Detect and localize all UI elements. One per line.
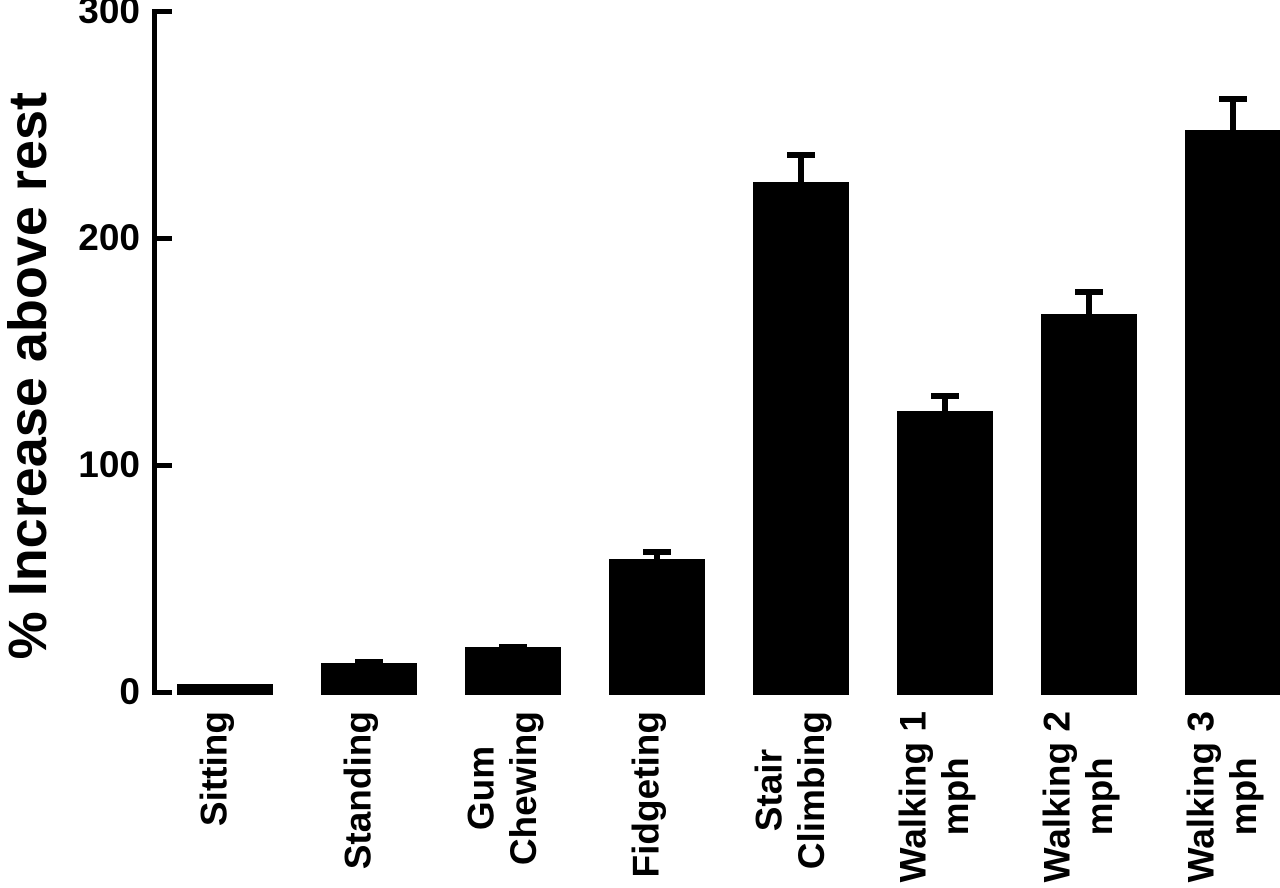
error-bar-cap: [787, 152, 815, 158]
bar: [321, 663, 417, 695]
bar: [465, 647, 561, 695]
error-bar-stem: [1086, 289, 1092, 316]
y-tick-mark: [152, 9, 172, 14]
bar: [177, 684, 273, 695]
x-category-label: Standing: [337, 711, 379, 870]
error-bar-cap: [1075, 289, 1103, 295]
error-bar-stem: [1230, 96, 1236, 132]
x-category-label: Walking 2 mph: [1036, 711, 1120, 883]
error-bar-cap: [355, 659, 383, 665]
x-category-label: Sitting: [193, 711, 235, 827]
y-tick-label: 200: [78, 217, 140, 258]
x-category-label: Walking 1 mph: [892, 711, 976, 883]
bar: [897, 411, 993, 695]
x-category-label: Fidgeting: [625, 711, 667, 878]
y-tick-label: 0: [119, 671, 140, 712]
y-axis-line: [152, 11, 157, 693]
y-tick-mark: [152, 690, 172, 695]
y-tick-label: 300: [78, 0, 140, 31]
x-category-label: Walking 3 mph: [1180, 711, 1264, 883]
y-tick-label: 100: [78, 444, 140, 485]
error-bar-stem: [798, 152, 804, 184]
x-category-label: Gum Chewing: [460, 711, 544, 866]
bar: [609, 559, 705, 695]
error-bar-cap: [499, 644, 527, 650]
error-bar-cap: [931, 393, 959, 399]
error-bar-cap: [643, 549, 671, 555]
bar: [1041, 314, 1137, 695]
error-bar-stem: [654, 549, 660, 561]
bar: [753, 182, 849, 695]
y-tick-mark: [152, 463, 172, 468]
x-category-label: Stair Climbing: [748, 711, 832, 870]
error-bar-cap: [1219, 96, 1247, 102]
bar: [1185, 130, 1280, 695]
y-axis-title: % Increase above rest: [0, 92, 58, 660]
error-bar-stem: [942, 393, 948, 413]
y-tick-mark: [152, 236, 172, 241]
